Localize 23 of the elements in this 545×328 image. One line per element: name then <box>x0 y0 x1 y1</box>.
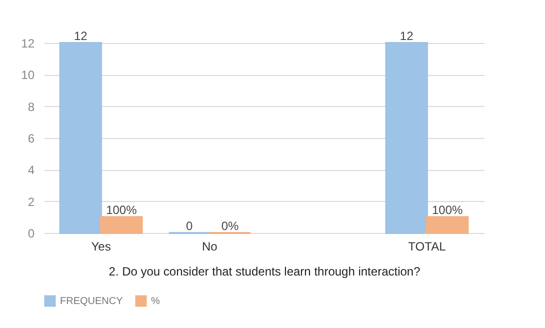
x-tick-label: No <box>202 240 218 254</box>
x-tick-label: Yes <box>91 240 111 254</box>
x-tick-label: TOTAL <box>408 240 446 254</box>
y-tick-label: 8 <box>28 100 35 114</box>
data-label: 0% <box>221 219 240 233</box>
legend-label: % <box>151 296 160 307</box>
y-tick-label: 12 <box>21 36 35 50</box>
data-label: 12 <box>400 29 414 43</box>
bar <box>385 42 428 234</box>
y-tick-label: 4 <box>28 163 35 178</box>
data-label: 12 <box>74 29 88 43</box>
y-tick-label: 0 <box>28 226 35 240</box>
data-label: 0 <box>186 219 193 233</box>
text: 2. Do you consider that students learn through interaction? <box>108 264 421 278</box>
data-label: 100% <box>432 203 464 218</box>
bar <box>100 216 143 234</box>
y-tick-label: 2 <box>28 194 35 209</box>
y-tick-label: 10 <box>21 68 35 82</box>
data-label: 100% <box>106 203 138 218</box>
y-tick-label: 6 <box>28 132 35 146</box>
bar <box>426 216 469 234</box>
legend-label: FREQUENCY <box>60 296 124 307</box>
bar <box>59 42 102 234</box>
